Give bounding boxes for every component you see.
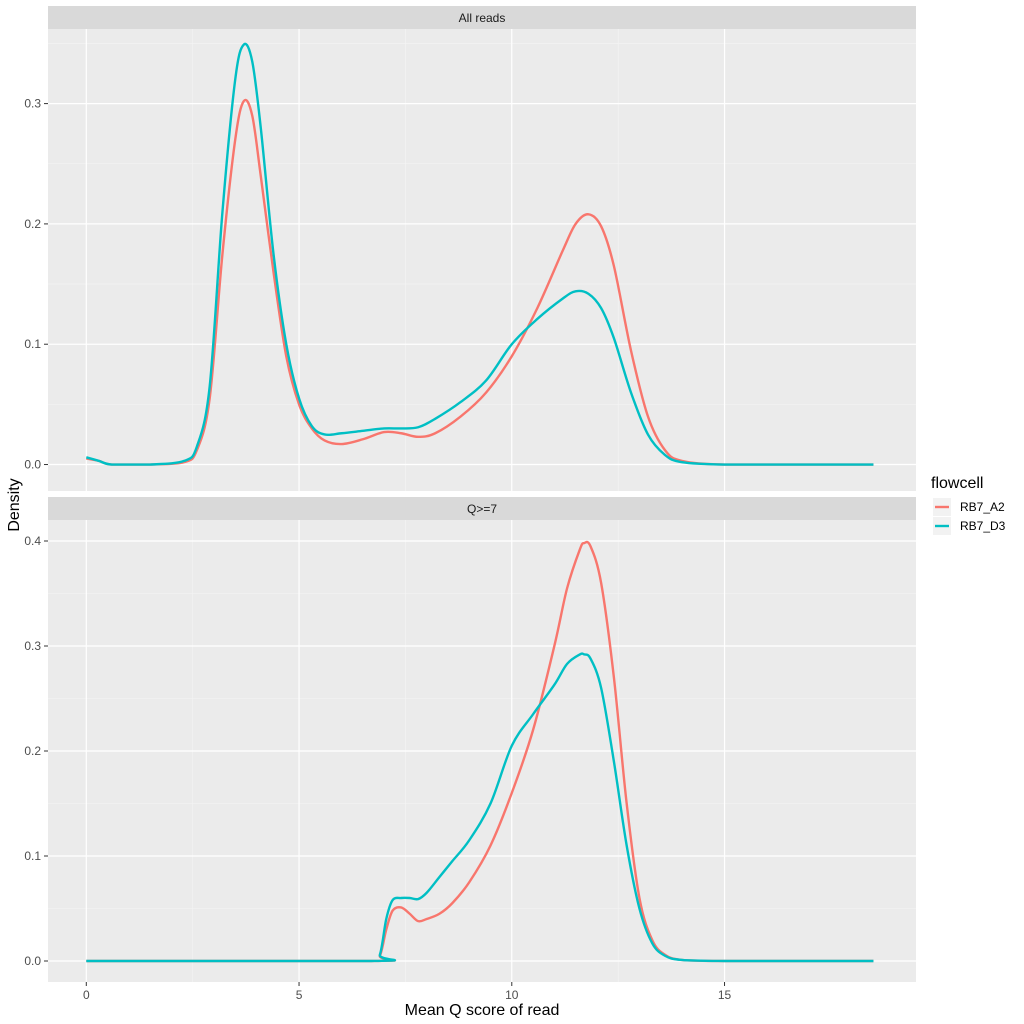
y-tick-label: 0.1: [24, 337, 41, 351]
y-tick-label: 0.4: [24, 534, 41, 548]
gridlines-q7: [48, 520, 916, 982]
y-tick-label: 0.2: [24, 744, 41, 758]
y-axis-title: Density: [6, 478, 23, 531]
panel-q7: Q>=7 0.0 0.1 0.2 0.3 0.4: [24, 497, 916, 982]
y-tick-label: 0.1: [24, 849, 41, 863]
x-tick-label: 5: [296, 988, 303, 1002]
density-line-rb7-a2: [86, 98, 874, 466]
x-axis: 0 5 10 15: [83, 982, 732, 1002]
x-tick-label: 0: [83, 988, 90, 1002]
y-tick-label: 0.3: [24, 97, 41, 111]
legend-items: RB7_A2 RB7_D3: [933, 498, 1006, 535]
panel-all-reads: All reads 0.0 0.1 0.2 0.3: [24, 6, 916, 491]
density-lines-all-reads: [85, 42, 874, 466]
strip-label-q7: Q>=7: [467, 502, 497, 516]
legend: flowcell RB7_A2 RB7_D3: [931, 475, 1006, 535]
density-lines-q7: [86, 540, 874, 963]
y-tick-label: 0.0: [24, 954, 41, 968]
strip-background-all-reads: [48, 6, 916, 29]
density-line-rb7-a2: [86, 540, 874, 963]
legend-label-rb7-d3: RB7_D3: [960, 519, 1006, 533]
density-line-rb7-d3: [86, 652, 874, 963]
density-line-rb7-d3: [85, 42, 874, 466]
y-tick-label: 0.0: [24, 458, 41, 472]
legend-label-rb7-a2: RB7_A2: [960, 500, 1005, 514]
x-tick-label: 10: [505, 988, 519, 1002]
y-axis-q7: 0.0 0.1 0.2 0.3 0.4: [24, 534, 48, 968]
y-axis-all-reads: 0.0 0.1 0.2 0.3: [24, 97, 48, 472]
strip-background-q7: [48, 497, 916, 520]
gridlines-all-reads: [48, 29, 916, 491]
y-tick-label: 0.2: [24, 217, 41, 231]
legend-title: flowcell: [931, 475, 983, 492]
y-tick-label: 0.3: [24, 639, 41, 653]
strip-label-all-reads: All reads: [459, 11, 506, 25]
x-tick-label: 15: [718, 988, 732, 1002]
x-axis-title: Mean Q score of read: [405, 1002, 560, 1019]
plot-area-all-reads: [48, 29, 916, 491]
